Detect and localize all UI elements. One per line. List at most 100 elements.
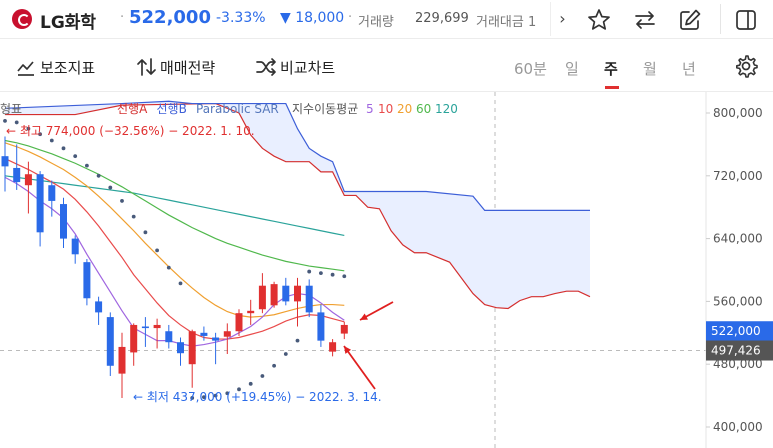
candle-body	[235, 313, 243, 332]
legend-prefix: 형표	[0, 102, 22, 116]
axis-tick-label: 720,000	[713, 169, 763, 183]
period-week[interactable]: 주	[604, 60, 618, 78]
sar-dot	[120, 199, 124, 203]
candle	[340, 321, 348, 340]
compare-label: 비교차트	[280, 59, 336, 77]
candle-body	[1, 156, 9, 167]
edit-icon[interactable]	[677, 7, 703, 33]
price-axis: 800,000 720,000 640,000 560,000 480,000 400,0…	[706, 106, 773, 434]
sar-dot	[202, 395, 206, 400]
candle-body	[200, 332, 208, 336]
candle-body	[223, 331, 231, 337]
sar-dot	[225, 391, 230, 396]
shuffle-icon	[256, 58, 276, 76]
reference-price-label: 497,426	[711, 344, 761, 358]
candle	[165, 324, 173, 349]
ma10-line	[4, 157, 345, 340]
axis-tick-label: 560,000	[713, 294, 763, 308]
current-price-label: 522,000	[711, 324, 761, 338]
stock-header: LG화학 · 522,000 -3.33% ▼ 18,000 · 거래량 229…	[0, 0, 773, 39]
annotation-arrows	[343, 301, 394, 390]
axis-tick-label: 800,000	[713, 106, 763, 120]
span-b-line	[4, 100, 590, 211]
candle	[282, 277, 290, 306]
legend-item: 10	[378, 102, 393, 116]
span-a-line	[5, 102, 591, 310]
sar-dot	[283, 352, 288, 356]
sar-dot	[248, 381, 253, 386]
price-chart[interactable]: 형표 선행A 선행B Parabolic SAR 지수이동평균 5 10 20 60 120 ←…	[0, 92, 773, 448]
ma20-line	[4, 142, 345, 318]
legend-item: 60	[416, 102, 431, 116]
candle-body	[177, 342, 184, 354]
sar-dot	[96, 173, 101, 178]
cloud-fill	[5, 101, 590, 309]
annotation-arrow	[343, 345, 376, 390]
candle-body	[188, 331, 196, 365]
swap-icon[interactable]	[632, 7, 658, 33]
legend-item: Parabolic SAR	[196, 102, 279, 116]
candle-body	[340, 324, 348, 334]
reference-price-tag	[706, 340, 773, 361]
candle	[71, 235, 79, 264]
high-price-annotation: ← 최고 774,000 (−32.56%) − 2022. 1. 10.	[6, 124, 255, 138]
period-month[interactable]: 월	[643, 60, 657, 78]
candle	[13, 144, 21, 190]
indicator-icon	[17, 61, 34, 76]
candle	[153, 318, 161, 349]
change-value: ▼ 18,000	[280, 10, 345, 26]
volume-label: 거래량	[358, 15, 394, 30]
candle	[83, 259, 91, 306]
candle-body	[329, 342, 337, 352]
sar-dot	[38, 132, 42, 137]
candle	[36, 171, 44, 247]
candle-body	[153, 324, 161, 329]
candle-body	[60, 204, 67, 239]
candle	[177, 337, 184, 366]
chevron-right-icon[interactable]: ›	[550, 2, 574, 36]
separator: ·	[120, 10, 125, 25]
candle-body	[13, 167, 21, 183]
legend-item: 선행A	[117, 101, 148, 116]
candle-body	[247, 310, 255, 314]
trading-amount-label: 거래대금 1	[476, 15, 537, 30]
stock-name[interactable]: LG화학	[40, 13, 97, 33]
indicator-label: 보조지표	[40, 59, 96, 77]
active-period-indicator	[605, 86, 619, 89]
candle	[141, 317, 149, 347]
candle-body	[48, 185, 56, 201]
candle-body	[270, 284, 278, 306]
sar-dot	[73, 154, 78, 159]
candle-body	[83, 262, 91, 299]
sar-dot	[330, 272, 335, 277]
candle-body	[118, 346, 126, 374]
sar-dot	[85, 163, 89, 168]
volume-value: 229,699	[415, 11, 469, 26]
period-60min[interactable]: 60분	[514, 60, 547, 78]
sar-dot	[295, 338, 300, 343]
gear-icon[interactable]	[733, 53, 759, 79]
current-price-tag	[706, 321, 773, 342]
sar-dot	[190, 396, 195, 400]
star-icon[interactable]	[586, 7, 612, 33]
sar-dot	[155, 248, 160, 253]
period-day[interactable]: 일	[565, 60, 579, 78]
legend-item: 120	[435, 102, 458, 116]
candle-body	[282, 285, 290, 302]
candle-body	[130, 324, 138, 353]
candle-body	[71, 238, 79, 255]
chart-legend: 형표 선행A 선행B Parabolic SAR 지수이동평균 5 10 20 60 120	[0, 101, 458, 116]
candle	[317, 304, 325, 347]
legend-item: 지수이동평균	[292, 102, 358, 116]
ichimoku-cloud	[4, 100, 591, 310]
candle-body	[24, 174, 32, 186]
candle-body	[317, 312, 325, 341]
sar-dot	[213, 393, 218, 398]
candle	[270, 281, 278, 308]
current-price: 522,000	[129, 7, 211, 28]
candles	[1, 136, 348, 398]
period-year[interactable]: 년	[682, 60, 696, 78]
panel-icon[interactable]	[733, 7, 759, 33]
candle-body	[95, 301, 103, 313]
chart-canvas[interactable]: 형표 선행A 선행B Parabolic SAR 지수이동평균 5 10 20 60 120 ←…	[0, 92, 773, 448]
